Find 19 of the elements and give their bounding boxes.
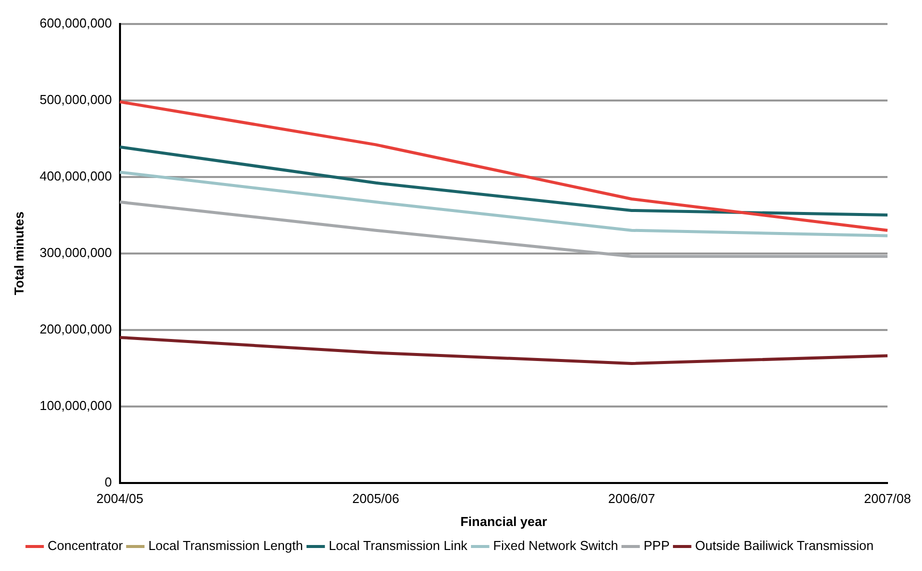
x-axis-title: Financial year [460, 514, 548, 529]
y-tick-label: 500,000,000 [40, 92, 112, 107]
y-tick-label: 200,000,000 [40, 321, 112, 336]
legend-label: Concentrator [48, 538, 124, 554]
x-tick-label: 2005/06 [352, 491, 400, 506]
y-tick-label: 400,000,000 [40, 168, 112, 184]
x-tick-label: 2004/05 [96, 491, 144, 506]
y-tick-label: 300,000,000 [40, 244, 112, 260]
x-tick-label: 2007/08 [864, 491, 912, 506]
y-tick-label: 100,000,000 [40, 398, 112, 413]
y-tick-label: 0 [104, 474, 112, 490]
legend-label: Fixed Network Switch [493, 538, 618, 554]
x-tick-label: 2006/07 [608, 491, 656, 506]
legend-label: Local Transmission Link [328, 538, 468, 554]
y-tick-label: 600,000,000 [40, 15, 112, 30]
legend-label: Local Transmission Length [148, 538, 303, 554]
legend-label: PPP [644, 538, 670, 554]
y-axis-title: Total minutes [11, 212, 26, 296]
legend-label: Outside Bailiwick Transmission [695, 538, 874, 554]
